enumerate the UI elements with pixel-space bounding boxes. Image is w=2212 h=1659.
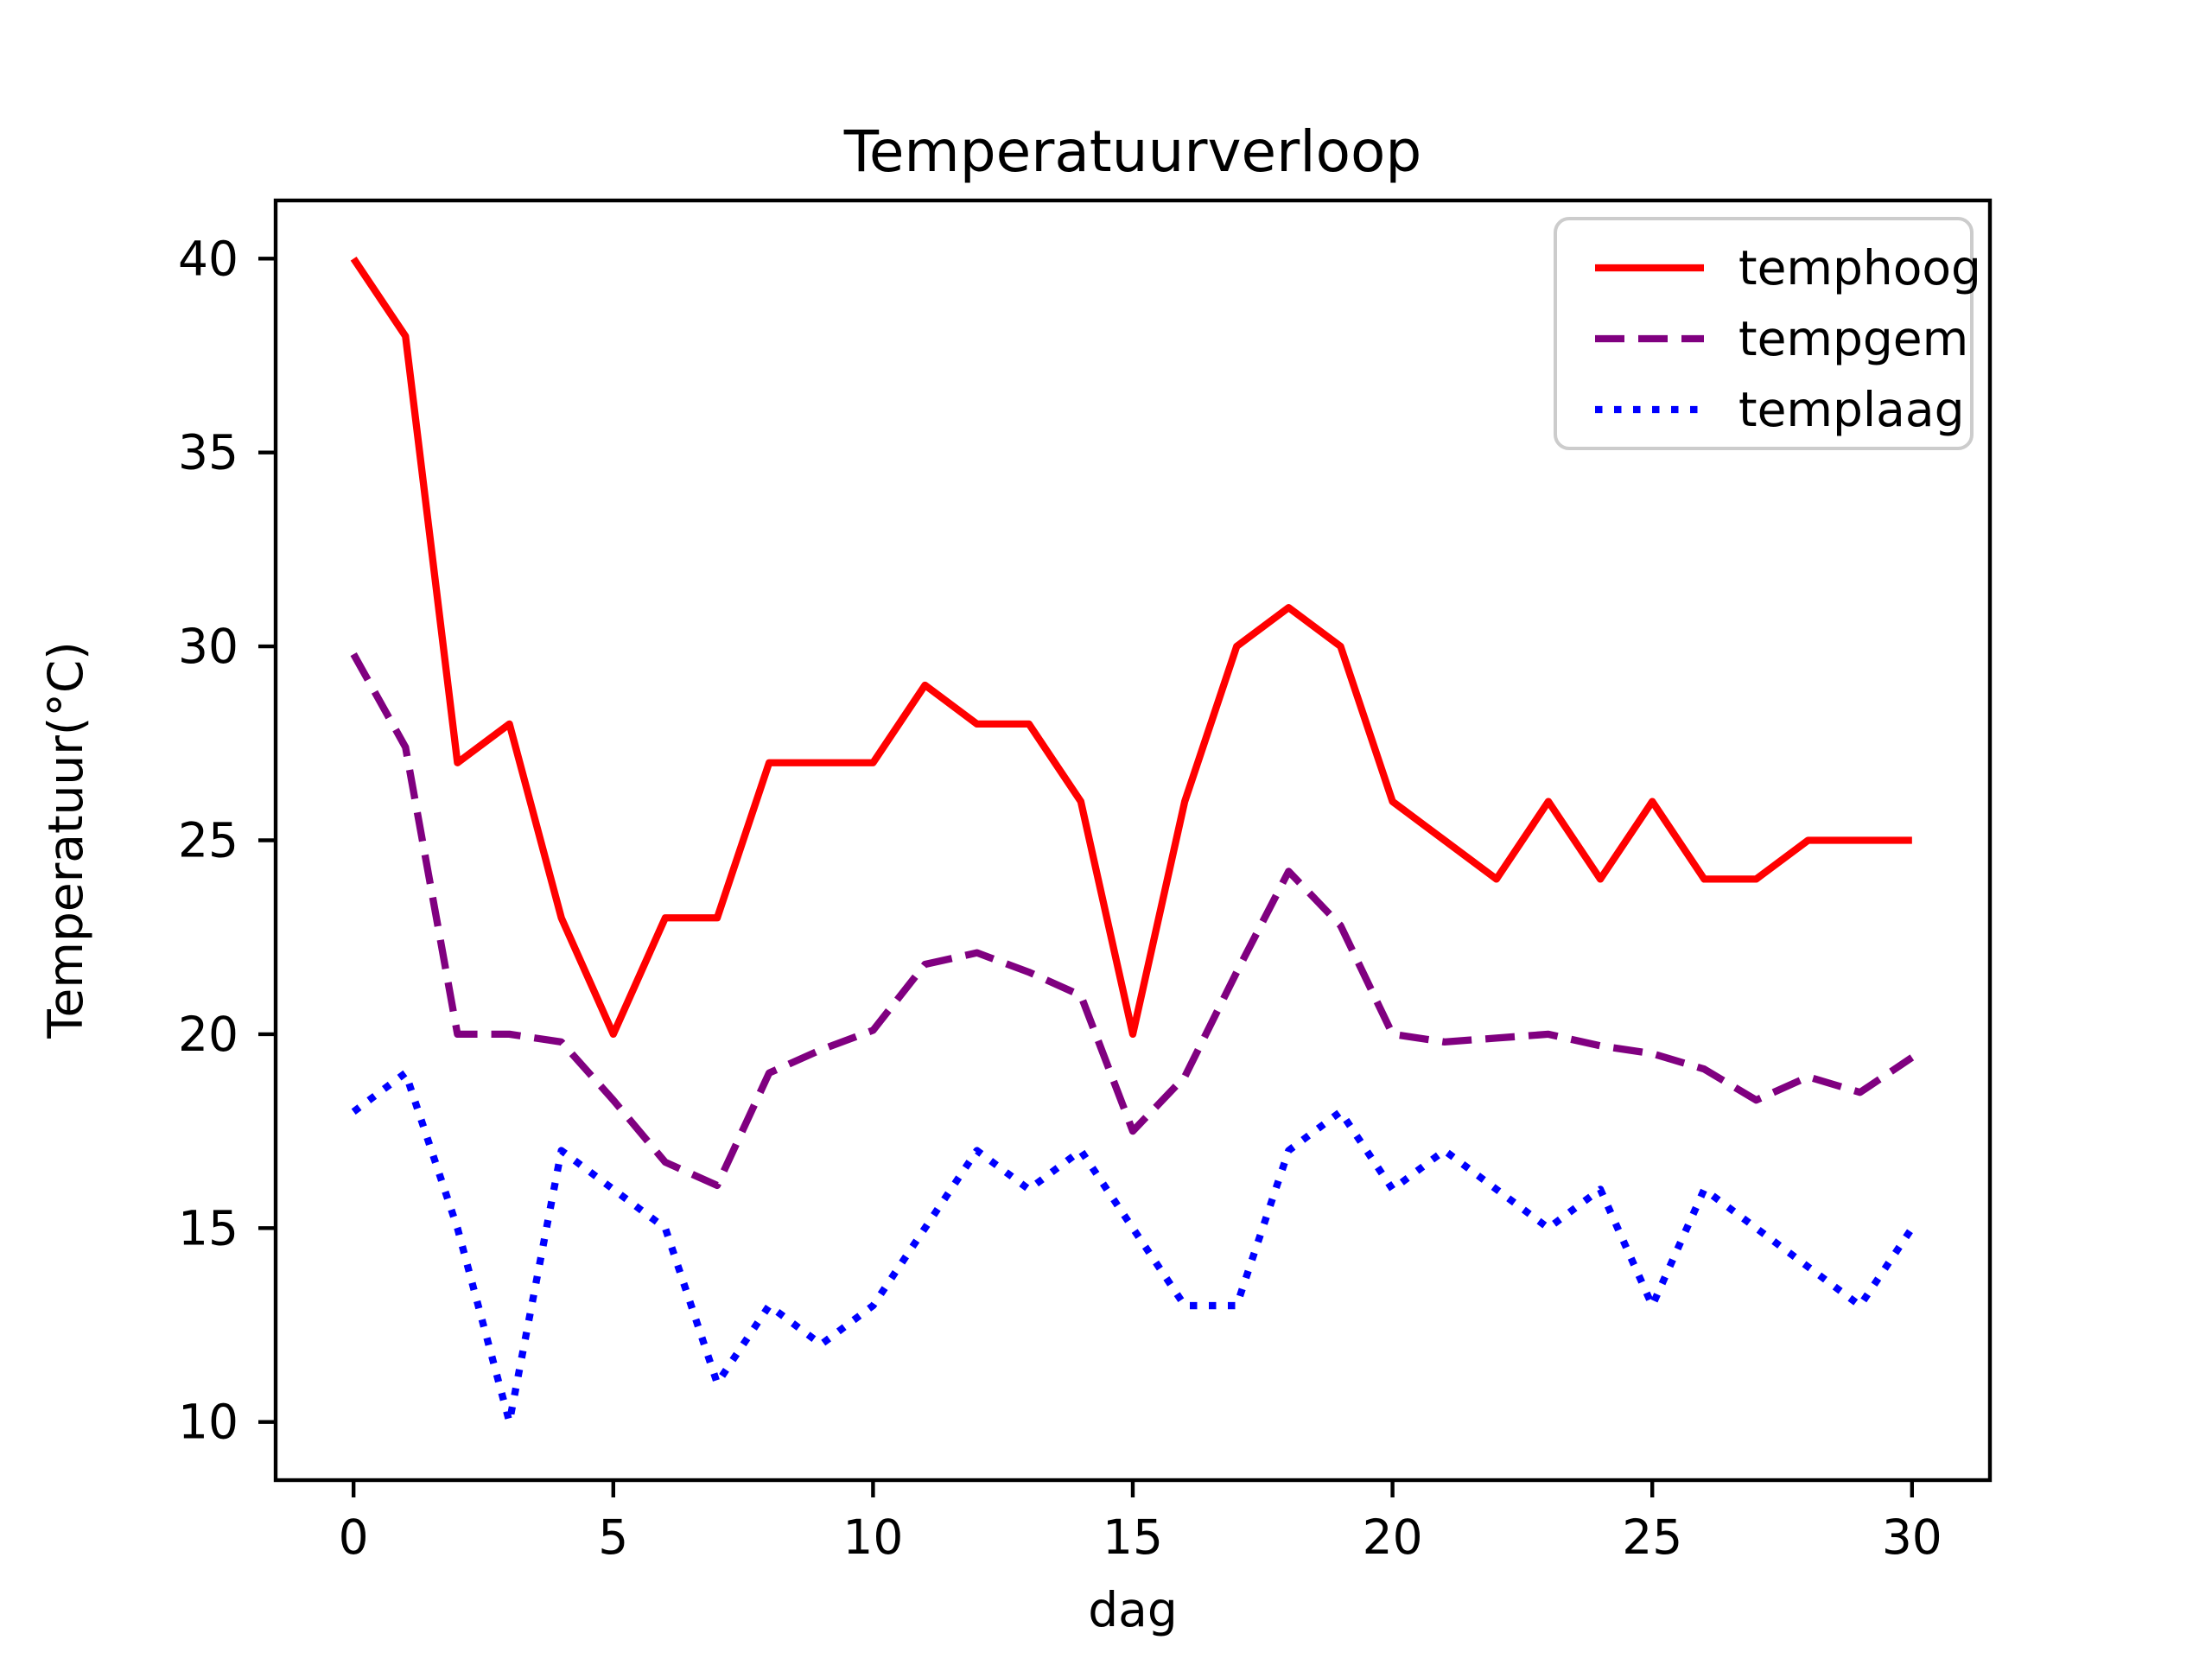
y-tick-label: 25	[178, 813, 238, 868]
series-line-tempgem	[350, 652, 1915, 1190]
legend-box	[1554, 217, 1974, 450]
legend-label-temphoog: temphoog	[1738, 240, 1981, 296]
y-axis-label: Temperatuur(°C)	[38, 641, 93, 1039]
x-tick-label: 20	[1363, 1510, 1423, 1565]
x-tick-label: 10	[842, 1510, 903, 1565]
y-tick-label: 30	[178, 619, 238, 674]
x-tick-label: 0	[339, 1510, 369, 1565]
y-tick-label: 40	[178, 231, 238, 286]
data-series	[350, 257, 1916, 1426]
legend-label-tempgem: tempgem	[1738, 311, 1968, 366]
x-tick-label: 15	[1103, 1510, 1163, 1565]
series-line-temphoog	[350, 257, 1912, 1039]
chart-title: Temperatuurverloop	[843, 118, 1422, 185]
y-tick-label: 15	[178, 1200, 238, 1255]
y-tick-label: 35	[178, 425, 238, 480]
x-tick-label: 30	[1882, 1510, 1942, 1565]
x-tick-label: 25	[1622, 1510, 1682, 1565]
x-tick-label: 5	[598, 1510, 628, 1565]
y-tick-label: 10	[178, 1395, 238, 1450]
x-axis-label: dag	[1088, 1582, 1178, 1637]
axis-ticks: 0 5 10 15 20 25 30 10 15 20 25 30 35 40	[178, 231, 1942, 1565]
y-tick-label: 20	[178, 1007, 238, 1062]
legend: temphoog tempgem templaag	[1554, 217, 1981, 450]
legend-label-templaag: templaag	[1738, 382, 1965, 437]
